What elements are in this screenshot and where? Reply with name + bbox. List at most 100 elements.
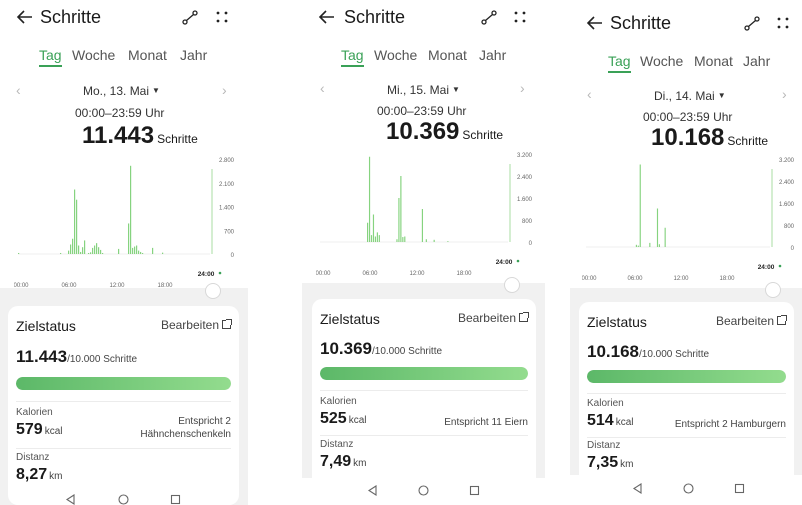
edit-button[interactable]: Bearbeiten — [716, 314, 787, 328]
chevron-left-icon[interactable]: ‹ — [320, 80, 325, 96]
cursor-dot — [218, 271, 222, 275]
goal-value: 11.443 — [16, 347, 68, 366]
chart-bar — [635, 244, 637, 247]
arrow-left-icon[interactable] — [16, 8, 34, 26]
chart-bar — [80, 251, 82, 254]
chart-bar — [92, 247, 94, 254]
steps-value: 10.369 — [386, 118, 460, 145]
arrow-left-icon[interactable] — [318, 8, 336, 26]
steps-chart: 3.200 2.400 1.600 800 0 00:00 06:00 12:00 18:00 2… — [316, 150, 534, 283]
chart-handle[interactable] — [765, 282, 781, 298]
y-tick-label: 1.600 — [517, 197, 533, 203]
calories-equivalent: Entspricht 2 Hähnchenschenkeln — [140, 415, 231, 441]
chart-bar — [82, 247, 84, 254]
date-label: Di., 14. Mai — [654, 89, 715, 103]
distance-number: 7,49 — [320, 453, 352, 470]
chart-bar — [372, 214, 375, 242]
date-selector[interactable]: Mi., 15. Mai ▼ — [387, 83, 460, 97]
chevron-right-icon[interactable]: › — [782, 86, 787, 102]
edit-label: Bearbeiten — [160, 318, 219, 332]
triangle-back-icon[interactable] — [65, 494, 76, 505]
calories-label: Kalorien — [320, 396, 357, 407]
tab-tag[interactable]: Tag — [39, 47, 62, 67]
tab-monat[interactable]: Monat — [694, 53, 733, 69]
x-tick-label: 06:00 — [627, 276, 643, 282]
x-tick-label: 24:00 — [496, 259, 513, 266]
square-recent-icon[interactable] — [734, 483, 745, 494]
distance-unit: km — [353, 458, 367, 469]
period-tabs: Tag Woche Monat Jahr — [0, 47, 248, 73]
tab-tag[interactable]: Tag — [608, 53, 631, 73]
y-tick-label: 800 — [522, 219, 533, 225]
x-tick-label: 00:00 — [316, 271, 331, 277]
divider — [587, 437, 786, 438]
x-tick-label: 12:00 — [409, 271, 425, 277]
chart-bar — [136, 245, 138, 254]
tab-monat[interactable]: Monat — [428, 47, 467, 63]
divider — [16, 401, 231, 402]
steps-unit: Schritte — [157, 132, 198, 146]
caret-down-icon: ▼ — [717, 91, 726, 100]
x-tick-label: 18:00 — [719, 276, 735, 282]
steps-chart: 2.800 2.100 1.400 700 0 00:00 06:00 12:00 18:00 2… — [14, 155, 236, 295]
lower-panel: Zielstatus Bearbeiten 11.443/10.000 Schr… — [0, 283, 248, 505]
triangle-back-icon[interactable] — [367, 485, 378, 496]
tab-jahr[interactable]: Jahr — [479, 47, 507, 63]
more-dots-icon[interactable] — [214, 9, 230, 25]
chart-bar — [656, 208, 659, 247]
route-icon[interactable] — [743, 14, 761, 32]
tab-woche[interactable]: Woche — [72, 47, 116, 63]
more-dots-icon[interactable] — [512, 9, 528, 25]
system-nav-bar — [570, 475, 802, 505]
chart-bar — [649, 242, 651, 247]
square-recent-icon[interactable] — [469, 485, 480, 496]
arrow-left-icon[interactable] — [586, 14, 604, 32]
steps-value: 10.168 — [651, 124, 725, 151]
steps-bar-chart: 3.200 2.400 1.600 800 0 00:00 06:00 12:00 18:00 2… — [582, 158, 795, 282]
y-tick-label: 2.400 — [779, 180, 795, 186]
triangle-back-icon[interactable] — [632, 483, 643, 494]
chart-bar — [374, 236, 377, 242]
tab-jahr[interactable]: Jahr — [180, 47, 208, 63]
more-dots-icon[interactable] — [775, 15, 791, 31]
circle-home-icon[interactable] — [683, 483, 694, 494]
tab-monat[interactable]: Monat — [128, 47, 167, 63]
chart-bar — [658, 244, 660, 247]
route-icon[interactable] — [480, 8, 498, 26]
edit-button[interactable]: Bearbeiten — [458, 311, 529, 325]
circle-home-icon[interactable] — [418, 485, 429, 496]
edit-icon — [777, 315, 787, 325]
chevron-right-icon[interactable]: › — [520, 80, 525, 96]
tab-tag[interactable]: Tag — [341, 47, 364, 67]
edit-button[interactable]: Bearbeiten — [160, 318, 232, 332]
x-tick-label: 06:00 — [61, 283, 77, 289]
chart-bar — [18, 252, 20, 254]
chevron-left-icon[interactable]: ‹ — [587, 86, 592, 102]
chart-handle[interactable] — [205, 283, 221, 299]
chart-bar — [96, 243, 98, 254]
calories-equivalent: Entspricht 2 Hamburgern — [675, 418, 786, 431]
route-icon[interactable] — [181, 8, 199, 26]
chart-bar — [118, 248, 120, 254]
steps-unit: Schritte — [462, 128, 504, 142]
chart-bar — [402, 237, 404, 242]
goal-value: 10.168 — [587, 342, 639, 361]
distance-label: Distanz — [587, 440, 621, 451]
circle-home-icon[interactable] — [118, 494, 129, 505]
chart-bar — [368, 156, 371, 242]
square-recent-icon[interactable] — [170, 494, 181, 505]
goal-progress-bar — [16, 377, 231, 390]
chart-bar — [130, 165, 132, 254]
x-tick-label: 24:00 — [758, 264, 775, 271]
calories-label: Kalorien — [587, 398, 624, 409]
chevron-left-icon[interactable]: ‹ — [16, 82, 21, 98]
date-selector[interactable]: Di., 14. Mai ▼ — [654, 89, 726, 103]
chart-handle[interactable] — [504, 277, 520, 293]
tab-woche[interactable]: Woche — [374, 47, 418, 63]
chevron-right-icon[interactable]: › — [222, 82, 227, 98]
tab-woche[interactable]: Woche — [640, 53, 684, 69]
distance-value: 7,35 km — [587, 454, 633, 472]
cursor-dot — [778, 264, 782, 268]
date-selector[interactable]: Mo., 13. Mai ▼ — [83, 84, 160, 98]
tab-jahr[interactable]: Jahr — [743, 53, 771, 69]
